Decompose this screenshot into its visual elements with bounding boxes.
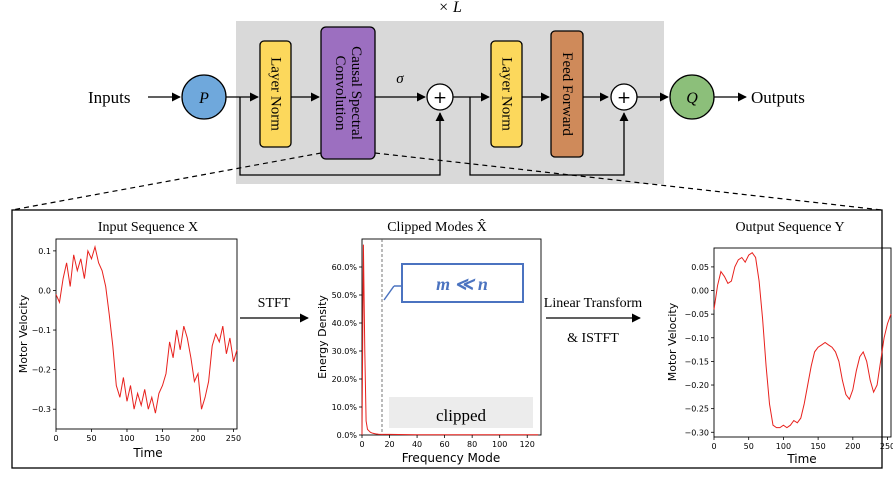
- output-y-label: Motor Velocity: [666, 302, 679, 381]
- modes-ytick-label: 50.0%: [332, 291, 358, 300]
- input-ytick-label: −0.3: [32, 405, 51, 414]
- zoom-line-left: [11, 152, 322, 211]
- input-chart-title: Input Sequence X: [98, 220, 198, 235]
- p-label: P: [198, 90, 209, 107]
- q-label: Q: [686, 90, 698, 107]
- causal-spectral-conv-box: [320, 26, 376, 160]
- input-xtick-label: 0: [53, 434, 58, 443]
- causal-conv-label-line1: Causal Spectral: [348, 46, 364, 140]
- feed-forward-box: [550, 30, 584, 158]
- output-chart-title: Output Sequence Y: [735, 220, 844, 235]
- clipped-region: [389, 397, 533, 428]
- sigma-label: σ: [396, 71, 404, 87]
- clipped-label: clipped: [436, 406, 487, 425]
- output-ytick-label: −0.20: [684, 381, 709, 390]
- residual-1-path: [239, 97, 445, 176]
- layer-norm-1-label: Layer Norm: [268, 57, 284, 131]
- modes-xtick-label: 80: [467, 440, 477, 449]
- modes-xtick-label: 0: [359, 440, 364, 449]
- zoom-line-right: [374, 152, 883, 211]
- input-signal-line: [55, 244, 238, 414]
- output-xtick-label: 50: [744, 442, 754, 451]
- output-chart-axes: [713, 247, 892, 438]
- output-xtick-label: 0: [711, 442, 716, 451]
- linear-transform-label: Linear Transform: [544, 296, 642, 311]
- layer-norm-2-box: [490, 40, 523, 148]
- energy-density-line: [361, 244, 539, 436]
- input-chart-axes: [55, 238, 238, 430]
- modes-ytick-label: 60.0%: [332, 263, 358, 272]
- modes-xtick-label: 20: [384, 440, 394, 449]
- input-x-label: Time: [132, 446, 162, 460]
- input-xtick-label: 250: [226, 434, 241, 443]
- output-ytick-label: −0.05: [684, 310, 709, 319]
- modes-xtick-label: 60: [440, 440, 450, 449]
- output-ytick-label: −0.30: [684, 428, 709, 437]
- modes-ytick-label: 0.0%: [337, 431, 358, 440]
- modes-y-label: Energy Density: [316, 295, 329, 379]
- input-ytick-label: −0.2: [32, 366, 51, 375]
- causal-conv-label-line2: Convolution: [332, 55, 348, 131]
- input-xtick-label: 150: [155, 434, 170, 443]
- input-ytick-label: 0.0: [38, 286, 51, 295]
- detail-frame: [11, 209, 883, 469]
- modes-ytick-label: 30.0%: [332, 347, 358, 356]
- plus-1-label: +: [433, 88, 447, 108]
- input-y-label: Motor Velocity: [17, 294, 30, 373]
- input-xtick-label: 100: [119, 434, 134, 443]
- outputs-label: Outputs: [751, 88, 805, 107]
- output-xtick-label: 250: [880, 442, 893, 451]
- residual-2-path: [469, 97, 629, 176]
- output-xtick-label: 100: [776, 442, 791, 451]
- output-signal-line: [713, 252, 892, 429]
- input-xtick-label: 50: [86, 434, 96, 443]
- output-xtick-label: 200: [845, 442, 860, 451]
- input-ytick-label: 0.1: [38, 247, 51, 256]
- clipped-modes-chart: Clipped Modes X̂ clipped m ≪ n 0 20 40 60 80…: [316, 218, 542, 465]
- stft-label: STFT: [258, 296, 291, 311]
- callout-label: m ≪ n: [436, 274, 488, 294]
- plus-2-label: +: [617, 88, 631, 108]
- output-x-label: Time: [786, 452, 816, 466]
- repeat-label: × L: [438, 0, 462, 16]
- feed-forward-label: Feed Forward: [559, 52, 575, 136]
- output-ytick-label: −0.15: [684, 357, 709, 366]
- layer-norm-1-box: [259, 40, 292, 148]
- input-xtick-label: 200: [190, 434, 205, 443]
- modes-xtick-label: 100: [492, 440, 507, 449]
- input-ytick-label: −0.1: [32, 326, 51, 335]
- modes-chart-title: Clipped Modes X̂: [387, 218, 487, 235]
- modes-ytick-label: 10.0%: [332, 403, 358, 412]
- istft-label: & ISTFT: [567, 331, 619, 346]
- modes-ytick-label: 40.0%: [332, 319, 358, 328]
- output-ytick-label: 0.05: [691, 263, 709, 272]
- modes-x-label: Frequency Mode: [402, 451, 501, 465]
- output-ytick-label: −0.10: [684, 334, 709, 343]
- output-sequence-chart: Output Sequence Y 0 50 100 150 200 250 0.05 0.…: [666, 220, 893, 466]
- callout-pointer-1: [383, 285, 395, 301]
- inputs-label: Inputs: [88, 88, 131, 107]
- output-ytick-label: 0.00: [691, 287, 709, 296]
- input-sequence-chart: Input Sequence X 0 50 100 150 200 250 0.1 0.0 −…: [17, 220, 241, 460]
- modes-xtick-label: 120: [520, 440, 535, 449]
- output-xtick-label: 150: [810, 442, 825, 451]
- modes-ytick-label: 20.0%: [332, 375, 358, 384]
- modes-xtick-label: 40: [412, 440, 422, 449]
- callout-box: [401, 263, 524, 303]
- output-ytick-label: −0.25: [684, 405, 709, 414]
- layer-norm-2-label: Layer Norm: [499, 57, 515, 131]
